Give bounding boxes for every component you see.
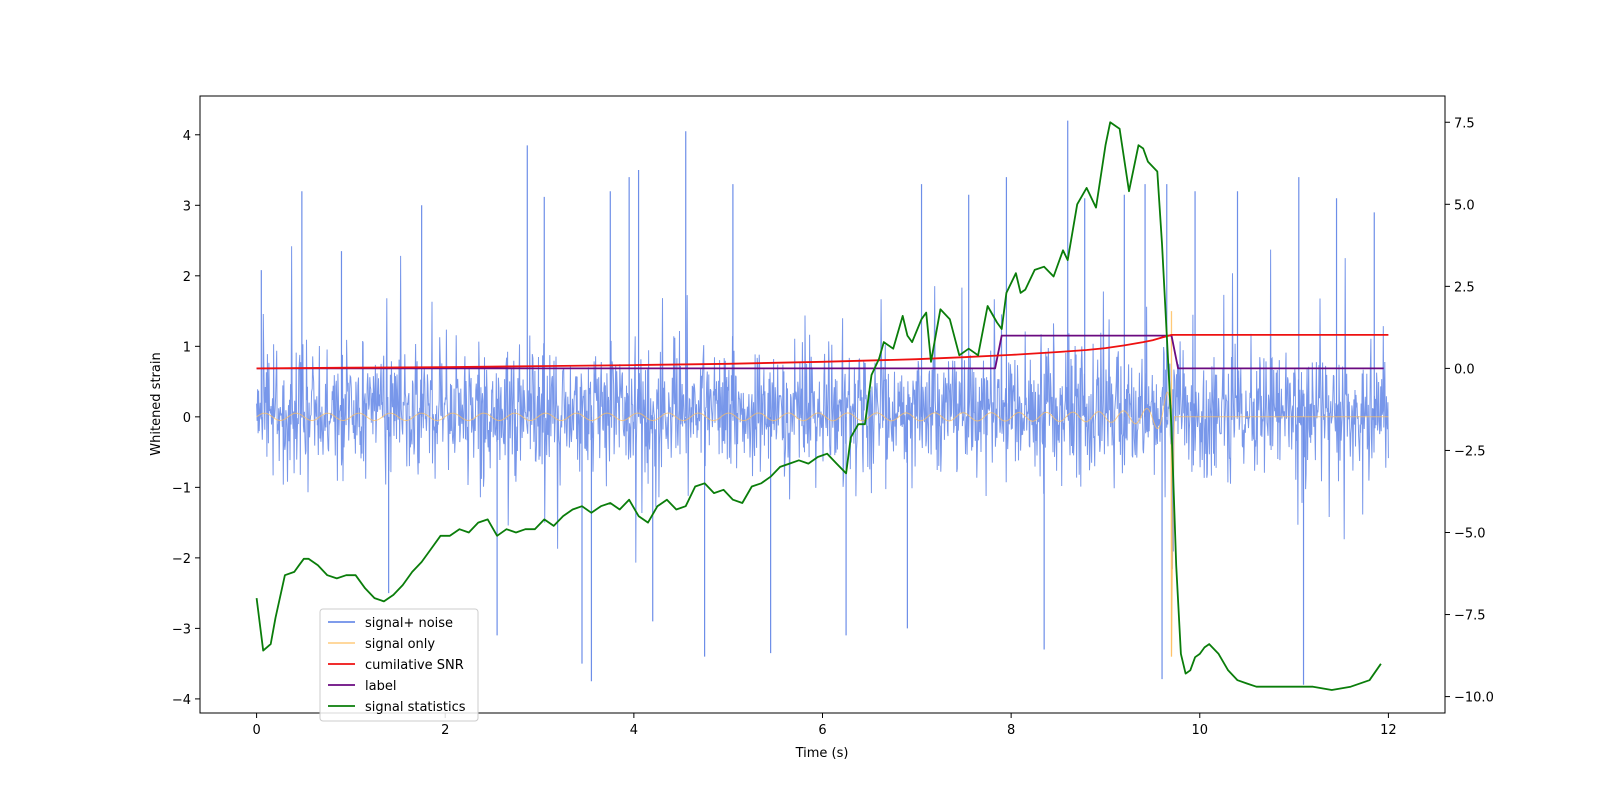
y-tick-label: 4: [183, 129, 191, 144]
y-tick-label: −2: [172, 552, 191, 567]
y-tick-label: 1: [183, 340, 191, 355]
x-tick-label: 8: [1007, 723, 1015, 738]
y-tick-label: 3: [183, 199, 191, 214]
y-tick-label: 0: [183, 411, 191, 426]
x-axis-title: Time (s): [795, 746, 849, 761]
x-tick-label: 10: [1191, 723, 1208, 738]
legend-label-stats: signal statistics: [365, 700, 466, 715]
legend-label-snr: cumilative SNR: [365, 658, 464, 673]
series-snr-line: [256, 334, 1389, 370]
y-axis-title: Whitened strain: [149, 352, 164, 455]
y-right-tick-label: −2.5: [1454, 444, 1486, 459]
y-tick-label: −4: [172, 693, 191, 708]
y-tick-label: 2: [183, 270, 191, 285]
y-right-tick-label: 0.0: [1454, 362, 1475, 377]
y-right-tick-label: 5.0: [1454, 198, 1475, 213]
axes-layer: 0 2 4 6 8 10 12−4−3−2−101234−10.0−7.5−5.0−2.50…: [172, 116, 1494, 738]
y-tick-label: −1: [172, 481, 191, 496]
series-label-line: [256, 334, 1384, 370]
series-stats-line: [255, 121, 1382, 691]
x-tick-label: 6: [818, 723, 826, 738]
y-right-tick-label: −10.0: [1454, 691, 1494, 706]
y-right-tick-label: 2.5: [1454, 280, 1475, 295]
series-signal-only-line: [256, 391, 1389, 657]
legend-label-signal: signal only: [365, 637, 435, 652]
legend-label-noise: signal+ noise: [365, 616, 453, 631]
legend: signal+ noise signal only cumilative SNR la…: [319, 608, 479, 722]
y-right-tick-label: −5.0: [1454, 526, 1486, 541]
x-tick-label: 4: [630, 723, 638, 738]
y-tick-label: −3: [172, 622, 191, 637]
series-layer: [255, 120, 1389, 691]
legend-box: [319, 608, 479, 722]
y-right-tick-label: 7.5: [1454, 116, 1475, 131]
y-right-tick-label: −7.5: [1454, 609, 1486, 624]
x-tick-label: 12: [1380, 723, 1397, 738]
x-tick-label: 0: [252, 723, 260, 738]
legend-label-label: label: [365, 679, 396, 694]
x-tick-label: 2: [441, 723, 449, 738]
